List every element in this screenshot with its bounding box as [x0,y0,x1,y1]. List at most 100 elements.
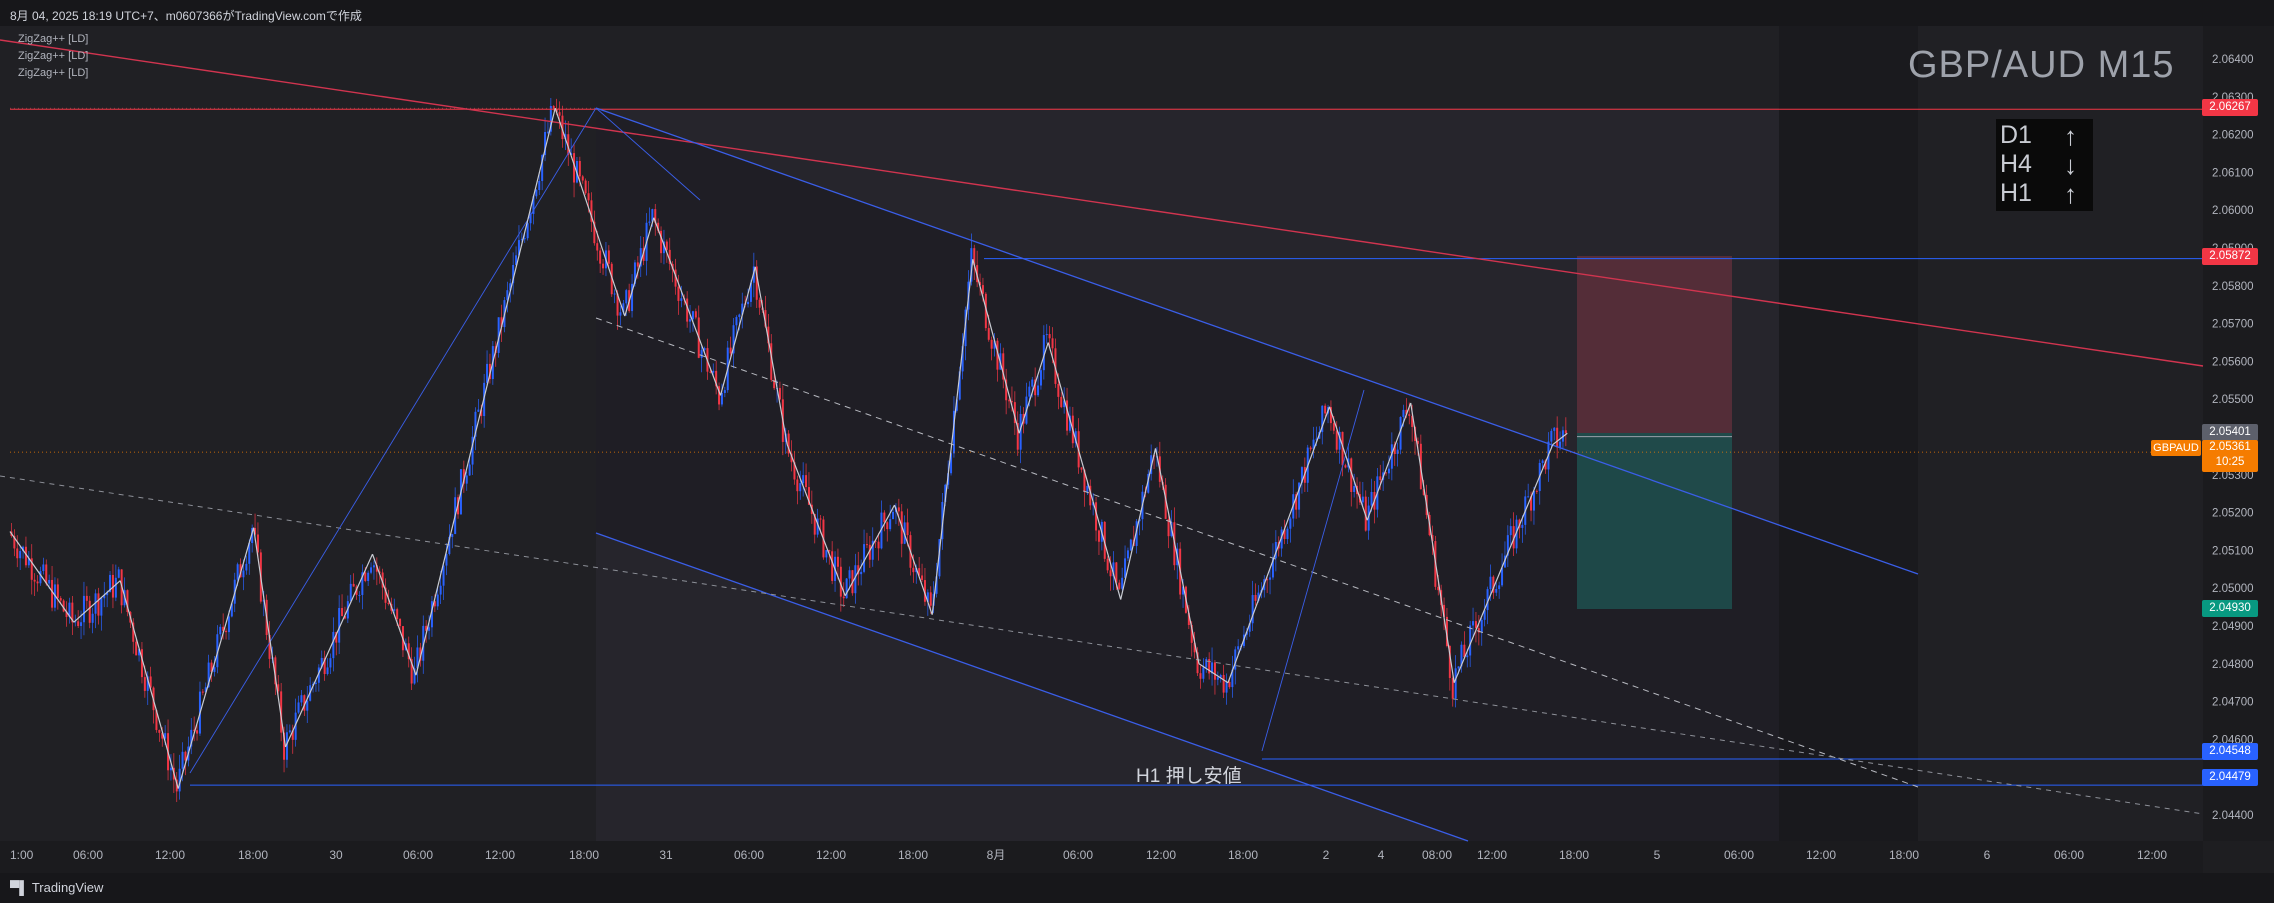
x-tick-label: 4 [1378,848,1385,862]
candle-body [1228,681,1231,688]
candle-body [1095,502,1098,531]
impulse-line [1261,389,1365,752]
candle-body [24,546,27,566]
candle-body [752,266,755,283]
candle-body [1164,484,1167,519]
candle-body [654,209,657,223]
candle-body [48,579,51,584]
candle-body [738,314,741,318]
candle-body [596,243,599,251]
candle-body [158,729,161,733]
price-tag[interactable]: 2.04930 [2202,600,2258,617]
candle-body [1550,430,1553,442]
candle-body [251,527,254,544]
x-tick-label: 12:00 [816,848,846,862]
price-tag[interactable]: 2.05872 [2202,248,2258,265]
candle-body [1196,652,1199,674]
candle-body [1405,409,1408,415]
candle-body [1216,677,1219,680]
candle-body [1454,668,1457,699]
candle-body [1477,628,1480,633]
candle-body [1042,335,1045,371]
x-tick-label: 06:00 [2054,848,2084,862]
candle-body [1231,669,1234,688]
candle-body [796,479,799,492]
candle-body [918,568,921,576]
candle-body [532,196,535,214]
chart-caption: 8月 04, 2025 18:19 UTC+7、m0607366がTrading… [10,9,362,23]
candle-body [94,593,97,614]
candle-body [747,301,750,305]
candle-body [845,578,848,599]
candle-body [16,548,19,559]
bar-countdown: 10:25 [2215,456,2245,468]
price-tag[interactable]: 2.05401 [2202,424,2258,441]
candle-body [1344,465,1347,468]
channel-lower-line [595,532,1469,842]
candle-body [1280,529,1283,549]
candle-body [1126,550,1129,559]
time-axis[interactable] [0,841,2203,873]
symbol-tag[interactable]: GBPAUD [2151,440,2201,456]
candle-body [1135,521,1138,546]
zigzag-leg [1047,342,1122,600]
candle-body [1115,562,1118,583]
candle-body [181,751,184,769]
candle-body [1010,401,1013,403]
legend-indicator-1[interactable]: ZigZag++ [LD] [18,33,89,45]
candle-body [613,293,616,295]
candle-body [216,634,219,668]
legend-indicator-3[interactable]: ZigZag++ [LD] [18,67,89,79]
y-tick-label: 2.05700 [2212,319,2254,331]
candle-body [1530,496,1533,511]
candle-body [317,667,320,683]
candle-body [1097,530,1100,542]
candle-body [1103,521,1106,559]
candle-body [1324,405,1327,414]
candle-body [897,507,900,512]
candle-body [825,550,828,558]
price-tag[interactable]: 2.04548 [2202,743,2258,760]
candle-body [636,262,639,267]
candle-body [1005,379,1008,401]
candle-body [790,453,793,463]
candle-body [1321,405,1324,433]
candle-body [926,592,929,602]
candle-body [207,662,210,688]
candle-body [709,371,712,373]
tradingview-logo[interactable]: ▀▌ TradingView [10,880,103,895]
zigzag-leg [931,259,974,615]
arrow-up-icon: ↑ [2064,121,2077,151]
candle-body [19,551,22,559]
candle-body [1013,402,1016,424]
candle-body [1556,427,1559,448]
candle-body [280,691,283,733]
candle-body [892,511,895,520]
candle-body [662,241,665,254]
candle-body [1028,386,1031,397]
price-tag[interactable]: 2.04479 [2202,769,2258,786]
candle-body [1416,441,1419,444]
candle-body [106,592,109,596]
candle-body [22,546,25,552]
candle-body [842,596,845,599]
candle-body [1480,619,1483,633]
candle-body [973,248,976,266]
x-tick-label: 2 [1323,848,1330,862]
candle-body [349,583,352,602]
candle-body [358,594,361,596]
candle-body [448,536,451,555]
legend-indicator-2[interactable]: ZigZag++ [LD] [18,50,89,62]
candle-body [465,475,468,484]
price-tag[interactable]: 2.06267 [2202,99,2258,116]
x-tick-label: 06:00 [1063,848,1093,862]
candle-body [1266,579,1269,581]
candle-body [204,687,207,693]
candle-body [1066,400,1069,431]
current-price-tag[interactable]: 2.05361 10:25 [2202,440,2258,472]
candle-body [88,600,91,623]
candle-body [981,285,984,294]
candle-body [36,581,39,584]
candle-body [146,676,149,691]
